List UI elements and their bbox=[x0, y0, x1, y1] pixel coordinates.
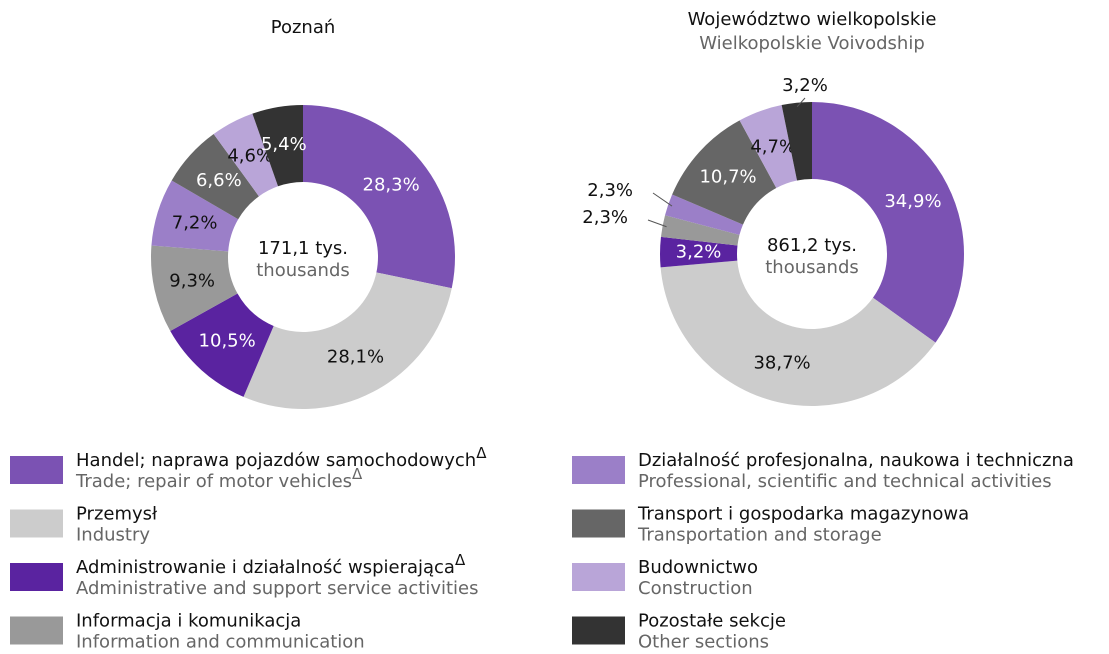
legend-swatch bbox=[10, 456, 63, 484]
legend-label: Transport i gospodarka magazynowa bbox=[637, 504, 969, 525]
legend-name: Administrowanie i działalność wspierając… bbox=[76, 557, 455, 578]
legend-name-en: Trade; repair of motor vehicles bbox=[75, 471, 352, 492]
legend-name-en: Industry bbox=[76, 525, 150, 546]
leader-line bbox=[796, 97, 806, 108]
value-label: 2,3% bbox=[582, 207, 628, 228]
slice bbox=[812, 102, 964, 343]
value-label: 3,2% bbox=[676, 242, 722, 263]
legend-name-en: Other sections bbox=[638, 632, 769, 651]
value-label: 28,3% bbox=[363, 174, 420, 195]
legend-name: Budownictwo bbox=[638, 557, 758, 578]
value-label: 28,1% bbox=[327, 347, 384, 368]
slice bbox=[252, 105, 303, 187]
slice bbox=[171, 134, 259, 220]
legend-label: Budownictwo bbox=[638, 557, 758, 578]
legend-label-en: Other sections bbox=[638, 632, 769, 651]
legend-name: Informacja i komunikacja bbox=[76, 611, 301, 632]
legend-name-en: Transportation and storage bbox=[637, 525, 882, 546]
legend-label-en: Transportation and storage bbox=[637, 525, 882, 546]
slice bbox=[781, 102, 812, 181]
legend-label: Handel; naprawa pojazdów samochodowychΔ bbox=[76, 444, 487, 472]
value-label: 2,3% bbox=[587, 180, 633, 201]
legend-label-en: Professional, scientific and technical a… bbox=[638, 471, 1052, 492]
legend-label-en: Construction bbox=[638, 578, 753, 599]
legend-name: Przemysł bbox=[76, 504, 158, 525]
center-value: 861,2 tys. bbox=[767, 235, 857, 256]
legend-label-en: Information and communication bbox=[76, 632, 365, 651]
value-label: 34,9% bbox=[884, 191, 941, 212]
legend-name-en: Construction bbox=[638, 578, 753, 599]
slice bbox=[303, 105, 455, 289]
slice bbox=[213, 113, 279, 197]
leader-line bbox=[652, 192, 673, 207]
value-label: 10,7% bbox=[699, 167, 756, 188]
legend-label-en: Administrative and support service activ… bbox=[76, 578, 479, 599]
center-value: 171,1 tys. bbox=[258, 238, 348, 259]
slice bbox=[672, 120, 777, 225]
legend-label: Działalność profesjonalna, naukowa i tec… bbox=[638, 450, 1074, 471]
chart-title: Województwo wielkopolskie bbox=[688, 9, 937, 30]
slice bbox=[151, 180, 239, 252]
value-label: 38,7% bbox=[753, 352, 810, 373]
legend-name-en: Information and communication bbox=[76, 632, 365, 651]
chart-title: Poznań bbox=[271, 17, 336, 38]
legend-label: Przemysł bbox=[76, 504, 158, 525]
slice bbox=[659, 236, 738, 268]
legend-label: Administrowanie i działalność wspierając… bbox=[76, 551, 466, 579]
legend-swatch bbox=[572, 509, 625, 538]
value-label: 5,4% bbox=[261, 134, 307, 155]
value-label: 3,2% bbox=[782, 75, 828, 96]
legend-swatch bbox=[10, 509, 63, 538]
legend-label-en: Trade; repair of motor vehiclesΔ bbox=[75, 465, 363, 493]
legend-name-en: Administrative and support service activ… bbox=[76, 578, 479, 599]
legend-swatch bbox=[572, 456, 625, 484]
legend-name: Handel; naprawa pojazdów samochodowych bbox=[76, 450, 476, 471]
slice bbox=[660, 260, 936, 406]
center-unit: thousands bbox=[765, 257, 859, 278]
legend-label: Informacja i komunikacja bbox=[76, 611, 301, 632]
value-label: 4,7% bbox=[750, 136, 796, 157]
value-label: 9,3% bbox=[169, 270, 215, 291]
center-unit: thousands bbox=[256, 260, 350, 281]
legend-label-en: Industry bbox=[76, 525, 150, 546]
slice bbox=[151, 245, 238, 332]
legend-swatch bbox=[10, 616, 63, 645]
slice bbox=[660, 215, 740, 246]
slice bbox=[739, 105, 798, 189]
legend-name: Transport i gospodarka magazynowa bbox=[637, 504, 969, 525]
value-label: 7,2% bbox=[172, 212, 218, 233]
leader-line bbox=[647, 219, 667, 228]
legend-name-en: Professional, scientific and technical a… bbox=[638, 471, 1052, 492]
value-label: 10,5% bbox=[199, 330, 256, 351]
slice bbox=[170, 293, 274, 397]
slice bbox=[243, 272, 452, 409]
legend-name: Działalność profesjonalna, naukowa i tec… bbox=[638, 450, 1074, 471]
legend-swatch bbox=[10, 563, 63, 591]
slice bbox=[665, 194, 743, 235]
value-label: 4,6% bbox=[227, 146, 273, 167]
chart-subtitle: Wielkopolskie Voivodship bbox=[699, 33, 925, 54]
legend-name: Pozostałe sekcje bbox=[638, 611, 786, 632]
legend-label: Pozostałe sekcje bbox=[638, 611, 786, 632]
legend-note-en: Δ bbox=[352, 465, 363, 483]
legend-note: Δ bbox=[455, 551, 466, 569]
legend-swatch bbox=[572, 563, 625, 591]
value-label: 6,6% bbox=[196, 170, 242, 191]
legend-note: Δ bbox=[476, 444, 487, 462]
legend-swatch bbox=[572, 616, 625, 645]
